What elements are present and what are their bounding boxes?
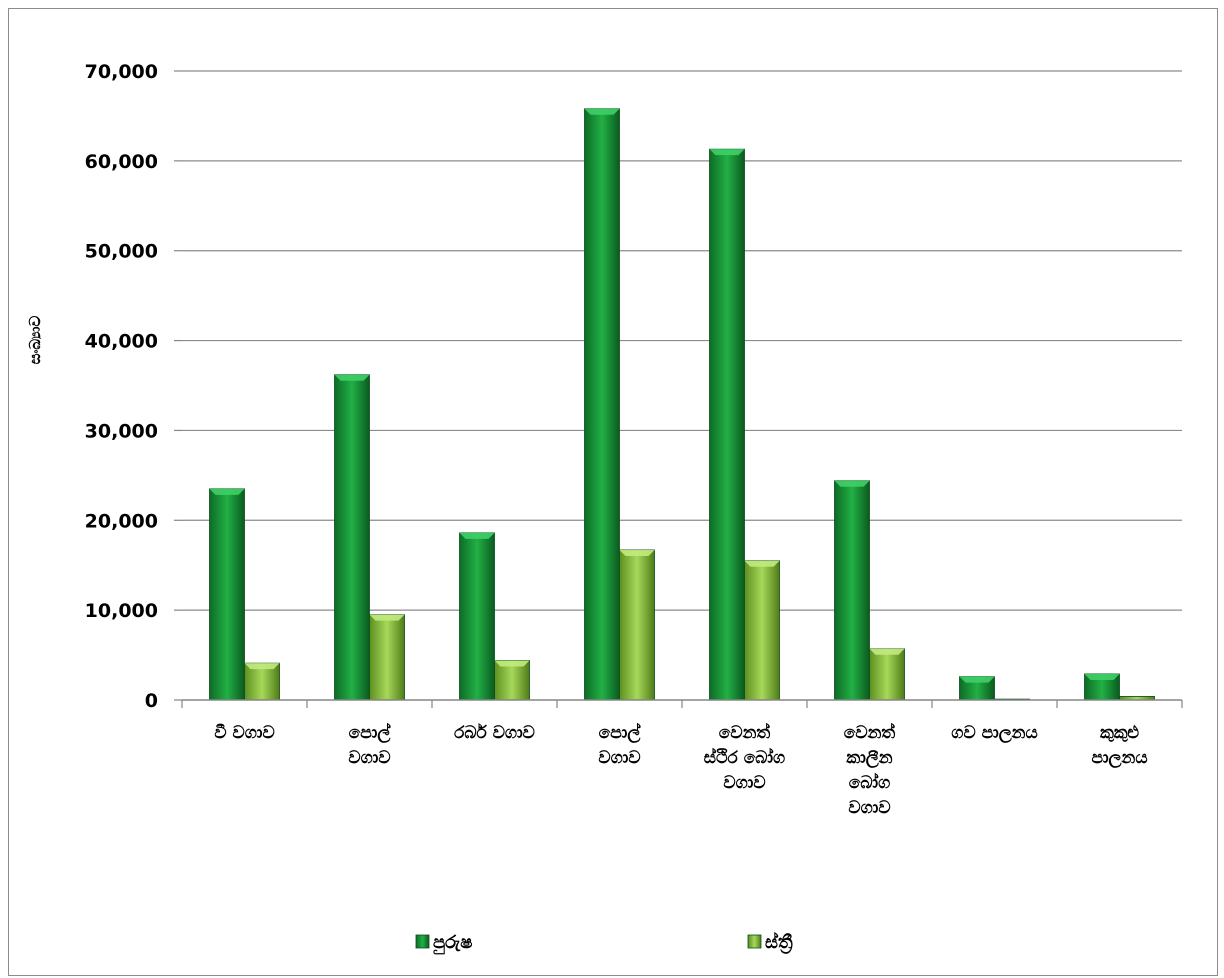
bar-female — [619, 549, 655, 701]
bars — [209, 108, 1155, 701]
y-tick-label: 40,000 — [85, 331, 158, 353]
x-category-label: රබර් වගාව — [454, 723, 535, 743]
bar-male — [334, 374, 370, 701]
x-category-label: වෙනත් ස්ථිර බෝග වගාව — [704, 722, 785, 793]
x-axis-categories: වී වගාව පොල් වගාව රබර් වගාව පොල් වගාව වෙනත් ස්ථ… — [181, 700, 1183, 818]
y-tick-label: 60,000 — [85, 151, 158, 173]
legend: පුරුෂ ස්ත්‍රී — [415, 931, 793, 954]
x-category-label: පොල් වගාව — [598, 722, 641, 768]
legend-item-male: පුරුෂ — [415, 932, 472, 954]
y-tick-label: 50,000 — [85, 241, 158, 263]
legend-label: ස්ත්‍රී — [765, 931, 793, 954]
bar-male — [709, 148, 745, 701]
bar-female — [369, 614, 405, 701]
x-category-label: කුකුළු පාලනය — [1091, 723, 1147, 769]
legend-label: පුරුෂ — [433, 932, 472, 954]
gridlines — [174, 70, 1182, 701]
legend-item-female: ස්ත්‍රී — [747, 931, 793, 954]
y-tick-label: 0 — [145, 690, 158, 712]
x-category-label: ගව පාලනය — [951, 723, 1037, 744]
bar-male — [584, 108, 620, 701]
legend-swatch — [747, 934, 762, 949]
y-tick-label: 10,000 — [85, 600, 158, 622]
bar-male — [834, 480, 870, 701]
y-axis-ticks: 0 10,000 20,000 30,000 40,000 50,000 60,000 70,… — [85, 61, 158, 712]
x-category-label: වී වගාව — [214, 723, 274, 743]
bar-male — [1084, 673, 1120, 701]
bar-male — [459, 532, 495, 701]
legend-swatch — [415, 934, 430, 949]
bar-female — [869, 648, 905, 701]
x-category-label: වෙනත් කාලීන බෝග වගාව — [844, 722, 896, 818]
bar-female — [744, 560, 780, 701]
y-tick-label: 30,000 — [85, 420, 158, 442]
bar-male — [209, 488, 245, 701]
y-axis-label: සංඛ්‍යාව — [26, 316, 44, 365]
x-category-label: පොල් වගාව — [348, 722, 391, 768]
bar-female — [244, 662, 280, 701]
bar-female — [494, 660, 530, 701]
bar-male — [959, 676, 995, 701]
y-tick-label: 70,000 — [85, 61, 158, 83]
y-tick-label: 20,000 — [85, 510, 158, 532]
